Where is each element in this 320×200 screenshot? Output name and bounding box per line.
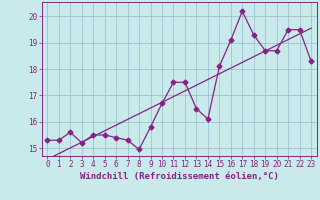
X-axis label: Windchill (Refroidissement éolien,°C): Windchill (Refroidissement éolien,°C): [80, 172, 279, 181]
